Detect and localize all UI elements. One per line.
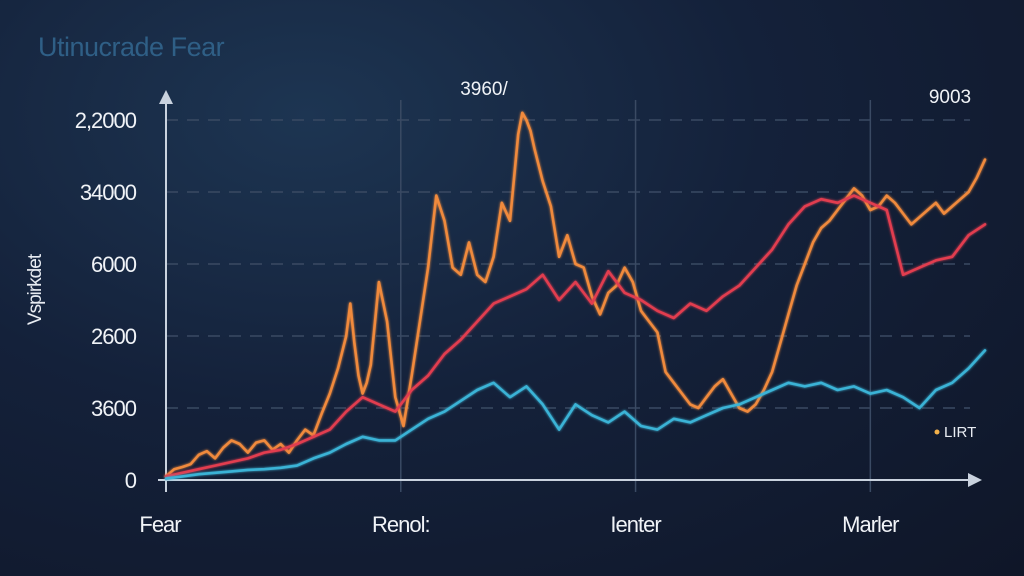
x-tick-label: Marler [842,512,899,537]
legend-marker [934,429,940,435]
x-tick-label: Renol: [372,512,430,537]
y-tick-label: 3600 [91,396,137,421]
y-tick-label: 6000 [91,252,137,277]
y-tick-label: 34000 [80,180,137,205]
y-tick-label: 2600 [91,324,137,349]
x-tick-label: Fear [139,512,181,537]
y-tick-label: 2,2000 [75,108,137,133]
annotation-end-label: 9003 [929,87,971,108]
grid [165,100,970,492]
x-axis-arrow [968,473,982,487]
legend-entry: LIRT [944,424,976,441]
series-line-1 [164,194,987,478]
x-tick-label: Ienter [610,512,661,537]
y-tick-label: 0 [125,468,137,493]
chart-title: Utinucrade Fear [38,32,225,62]
annotation-peak-label: 3960/ [460,79,508,100]
series-line-0 [164,111,987,478]
axes [158,90,982,487]
series-line-2 [164,349,987,480]
labels: 0 3600 2600 6000 34000 2,2000 Fear Renol: Ienter… [75,79,977,537]
y-axis-arrow [159,90,173,104]
series-layer [164,111,987,480]
